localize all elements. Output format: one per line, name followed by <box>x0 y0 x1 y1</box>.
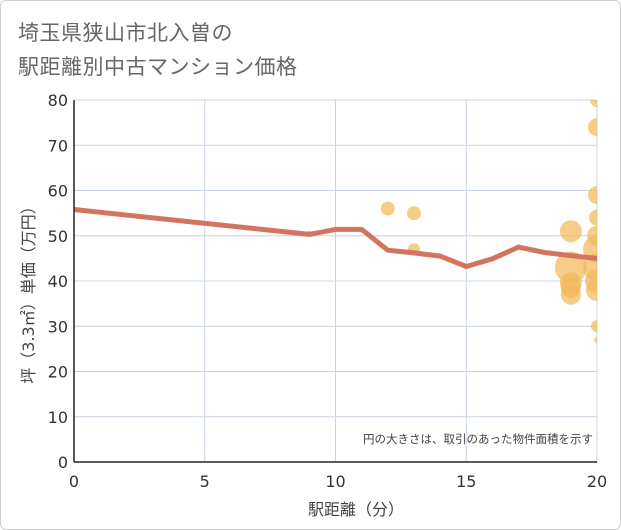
bubble-point-10 <box>588 118 597 137</box>
bubble-point-4 <box>559 220 582 243</box>
y-tick-label-70: 70 <box>48 136 68 155</box>
tick-labels: 0 5 10 15 20 0 10 20 30 40 50 60 70 80 <box>48 91 608 491</box>
bubble-size-note: 円の大きさは、取引のあった物件面積を示す <box>363 432 593 446</box>
chart-title: 埼玉県狭山市北入曽の 駅距離別中古マンション価格 <box>18 16 298 84</box>
x-tick-label-20: 20 <box>587 472 607 491</box>
y-tick-label-60: 60 <box>48 182 68 201</box>
y-tick-label-50: 50 <box>48 227 68 246</box>
y-tick-label-20: 20 <box>48 363 68 382</box>
chart-title-line2: 駅距離別中古マンション価格 <box>18 55 298 79</box>
x-tick-label-5: 5 <box>200 472 210 491</box>
bubble-point-18 <box>591 320 597 333</box>
x-tick-label-10: 10 <box>325 472 345 491</box>
grid <box>74 99 598 462</box>
bubble-series <box>306 100 597 343</box>
y-tick-label-10: 10 <box>48 408 68 427</box>
bubble-point-1 <box>380 201 395 216</box>
x-axis-label: 駅距離（分） <box>308 500 404 519</box>
average-price-line <box>74 207 597 269</box>
x-tick-label-15: 15 <box>456 472 476 491</box>
axes <box>73 100 597 463</box>
bubble-point-19 <box>594 336 597 343</box>
average-line-series <box>74 207 597 269</box>
y-tick-label-0: 0 <box>58 453 68 472</box>
x-tick-label-0: 0 <box>69 472 79 491</box>
bubble-point-12 <box>589 209 597 226</box>
bubble-point-5 <box>554 251 587 284</box>
bubble-point-8 <box>560 284 581 305</box>
bubble-point-9 <box>590 100 597 107</box>
bubble-point-2 <box>406 206 421 221</box>
y-tick-label-30: 30 <box>48 317 68 336</box>
bubble-point-11 <box>588 186 597 205</box>
y-tick-label-40: 40 <box>48 272 68 291</box>
bubble-point-17 <box>586 279 597 302</box>
y-axis-label: 坪（3.3㎡）単価（万円） <box>19 198 38 383</box>
chart-title-line1: 埼玉県狭山市北入曽の <box>18 21 233 45</box>
y-tick-label-80: 80 <box>48 91 68 110</box>
